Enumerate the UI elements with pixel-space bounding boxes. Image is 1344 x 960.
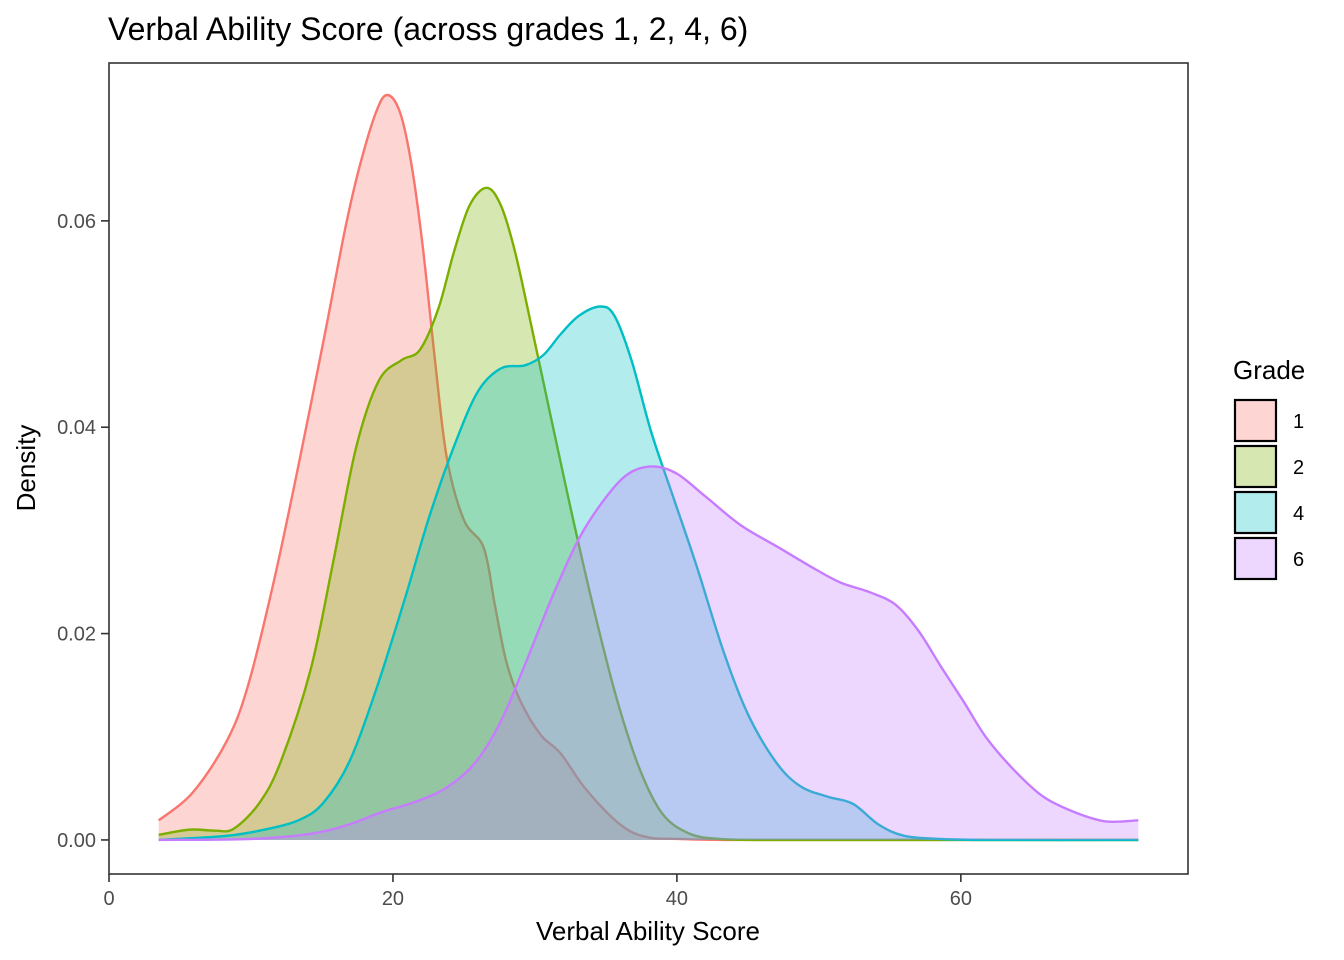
- x-tick-label: 0: [103, 888, 114, 910]
- legend-key-swatch: [1233, 444, 1278, 489]
- legend-label: 4: [1293, 503, 1304, 525]
- legend-key-swatch: [1233, 490, 1278, 535]
- legend-item-grade-6: 6: [1233, 536, 1304, 581]
- plot-area: [157, 93, 1139, 842]
- y-tick-label: 0.00: [57, 830, 96, 852]
- legend-key-background: [1235, 492, 1276, 533]
- density-area-grade-4: [158, 306, 1139, 841]
- x-tick-label: 60: [950, 888, 972, 910]
- plot-panel-border: [108, 62, 1189, 875]
- density-line-grade-6: [158, 465, 1139, 842]
- density-area-grade-6: [158, 466, 1139, 840]
- density-line-grade-4: [158, 305, 1139, 842]
- legend-key-swatch: [1233, 398, 1278, 443]
- legend-title: Grade: [1233, 355, 1305, 385]
- legend-item-grade-4: 4: [1233, 490, 1304, 535]
- density-line-grade-2: [158, 186, 1139, 842]
- density-line-grade-1: [157, 93, 1139, 842]
- legend: Grade 1 2 4 6: [1233, 355, 1305, 581]
- x-axis-title: Verbal Ability Score: [536, 916, 760, 946]
- legend-label: 1: [1293, 411, 1304, 433]
- x-axis: 0 20 40 60: [103, 874, 972, 910]
- x-tick-label: 20: [382, 888, 404, 910]
- legend-key-background: [1235, 446, 1276, 487]
- legend-key-swatch: [1233, 536, 1278, 581]
- y-tick-label: 0.06: [57, 211, 96, 233]
- legend-key-background: [1235, 400, 1276, 441]
- legend-key-background: [1235, 538, 1276, 579]
- y-tick-label: 0.02: [57, 624, 96, 646]
- density-area-grade-1: [158, 94, 1139, 841]
- density-area-grade-2: [158, 187, 1139, 841]
- legend-label: 2: [1293, 457, 1304, 479]
- y-axis-title: Density: [11, 425, 41, 512]
- y-tick-label: 0.04: [57, 417, 96, 439]
- legend-item-grade-1: 1: [1233, 398, 1304, 443]
- x-tick-label: 40: [666, 888, 688, 910]
- legend-item-grade-2: 2: [1233, 444, 1304, 489]
- legend-label: 6: [1293, 549, 1304, 571]
- y-axis: 0.00 0.02 0.04 0.06: [57, 211, 109, 852]
- chart-title: Verbal Ability Score (across grades 1, 2…: [108, 11, 748, 47]
